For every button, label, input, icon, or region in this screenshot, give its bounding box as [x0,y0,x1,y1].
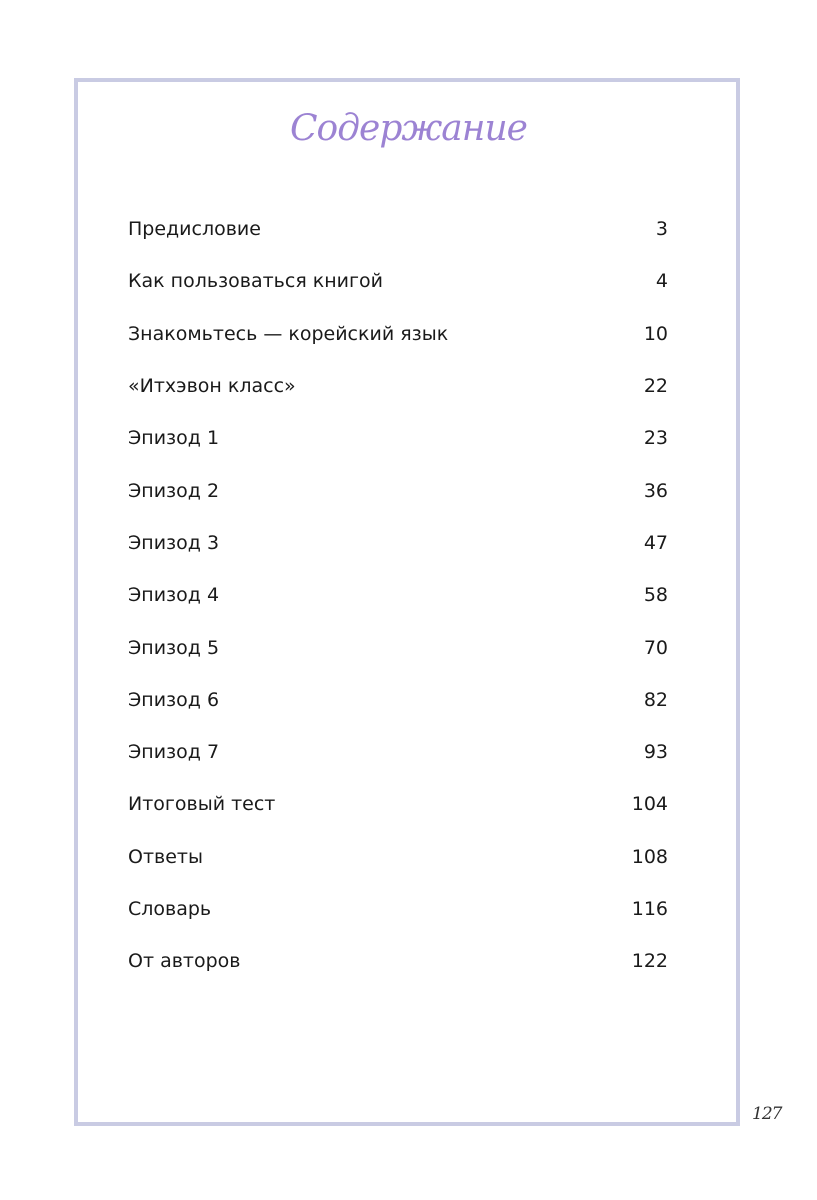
toc-entry-page: 36 [643,479,668,502]
toc-entry-page: 58 [643,584,668,607]
toc-entry-page: 4 [655,270,668,293]
toc-entry[interactable]: Эпизод 4 58 [128,569,668,621]
toc-entry-label: От авторов [128,950,241,973]
toc-entry-page: 116 [631,898,668,920]
toc-entry-page: 47 [643,531,668,554]
toc-entry-label: Эпизод 6 [128,688,220,711]
toc-entry[interactable]: Эпизод 7 93 [128,726,668,778]
toc-entry-page: 3 [655,218,668,241]
toc-entry-page: 93 [643,741,668,764]
toc-entry[interactable]: Эпизод 5 70 [128,621,668,673]
toc-entry[interactable]: От авторов 122 [128,935,668,987]
toc-entry-label: Эпизод 7 [128,741,220,764]
toc-entry-label: Эпизод 3 [128,531,220,554]
page-number: 127 [752,1104,782,1124]
toc-entry-label: Ответы [128,845,203,868]
toc-entry[interactable]: Эпизод 1 23 [128,412,668,464]
toc-entry[interactable]: Эпизод 6 82 [128,674,668,726]
toc-entry-page: 10 [643,322,668,345]
toc-entry-page: 23 [643,427,668,450]
toc-entry-label: Эпизод 2 [128,479,220,502]
toc-entry[interactable]: «Итхэвон класс» 22 [128,360,668,412]
toc-entry[interactable]: Знакомьтесь — корейский язык 10 [128,308,668,360]
page-title: Содержание [290,108,528,149]
toc-entry-page: 122 [631,950,668,973]
page-frame [74,78,740,1126]
toc-entry-label: Итоговый тест [128,793,276,816]
toc-entry[interactable]: Как пользоваться книгой 4 [128,255,668,307]
toc-entry-page: 104 [631,793,668,816]
toc-entry-label: Эпизод 1 [128,427,220,450]
toc-entry[interactable]: Словарь 116 [128,883,668,935]
table-of-contents: Предисловие 3 Как пользоваться книгой 4 Знак… [128,203,668,987]
toc-entry-page: 22 [643,375,668,398]
toc-entry-label: Предисловие [128,218,261,241]
toc-entry[interactable]: Эпизод 2 36 [128,464,668,516]
toc-entry-page: 70 [643,636,668,659]
toc-entry[interactable]: Ответы 108 [128,831,668,883]
toc-entry-label: Как пользоваться книгой [128,270,383,293]
toc-entry-label: «Итхэвон класс» [128,375,296,398]
toc-entry[interactable]: Эпизод 3 47 [128,517,668,569]
toc-entry-page: 108 [631,845,668,868]
toc-entry-label: Эпизод 5 [128,636,220,659]
toc-entry-label: Знакомьтесь — корейский язык [128,322,449,345]
toc-entry-label: Эпизод 4 [128,584,220,607]
toc-entry-page: 82 [643,688,668,711]
toc-entry[interactable]: Предисловие 3 [128,203,668,255]
toc-entry[interactable]: Итоговый тест 104 [128,778,668,830]
toc-entry-label: Словарь [128,898,212,920]
